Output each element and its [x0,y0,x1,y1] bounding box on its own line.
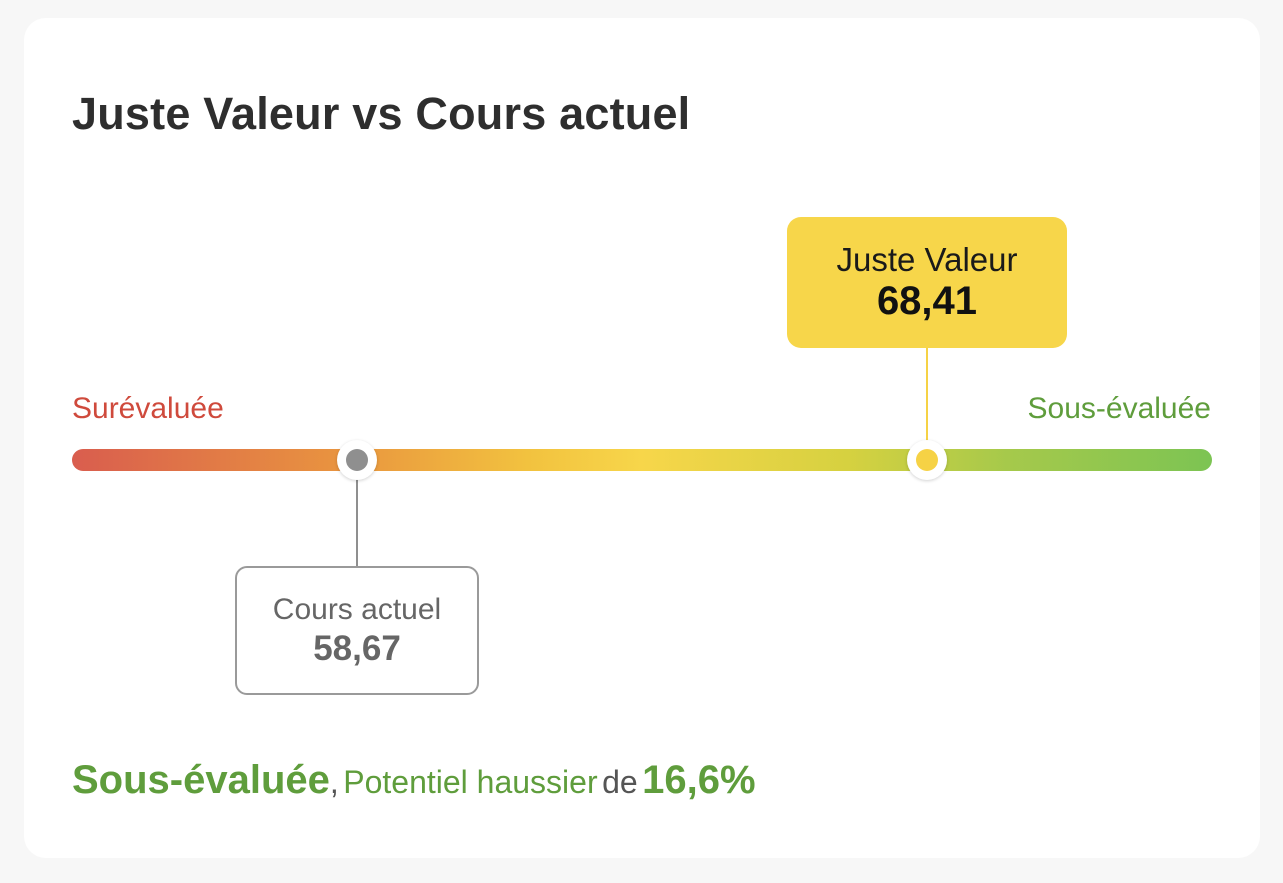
current-price-marker [337,440,377,480]
summary-verdict: Sous-évaluée [72,758,330,802]
summary-connector: de [602,764,638,800]
undervalued-label: Sous-évaluée [1027,392,1211,425]
current-price-callout: Cours actuel 58,67 [235,566,479,695]
summary-separator: , [329,764,339,800]
summary-phrase: Potentiel haussier [343,764,598,800]
current-price-dot [346,449,368,471]
fair-value-marker [907,440,947,480]
valuation-summary: Sous-évaluée, Potentiel haussier de 16,6… [72,758,756,803]
fair-value-dot [916,449,938,471]
current-price-label: Cours actuel [272,592,442,626]
valuation-gradient-bar [72,449,1212,471]
fair-value-callout: Juste Valeur 68,41 [787,217,1067,348]
overvalued-label: Surévaluée [72,392,224,425]
current-price-connector [356,460,358,567]
summary-percent: 16,6% [642,758,756,802]
fair-value-label: Juste Valeur [836,240,1018,278]
current-price-amount: 58,67 [313,628,401,668]
fair-value-connector [926,348,928,448]
fair-value-amount: 68,41 [876,279,978,324]
card-title: Juste Valeur vs Cours actuel [72,88,691,139]
valuation-card [24,18,1260,858]
